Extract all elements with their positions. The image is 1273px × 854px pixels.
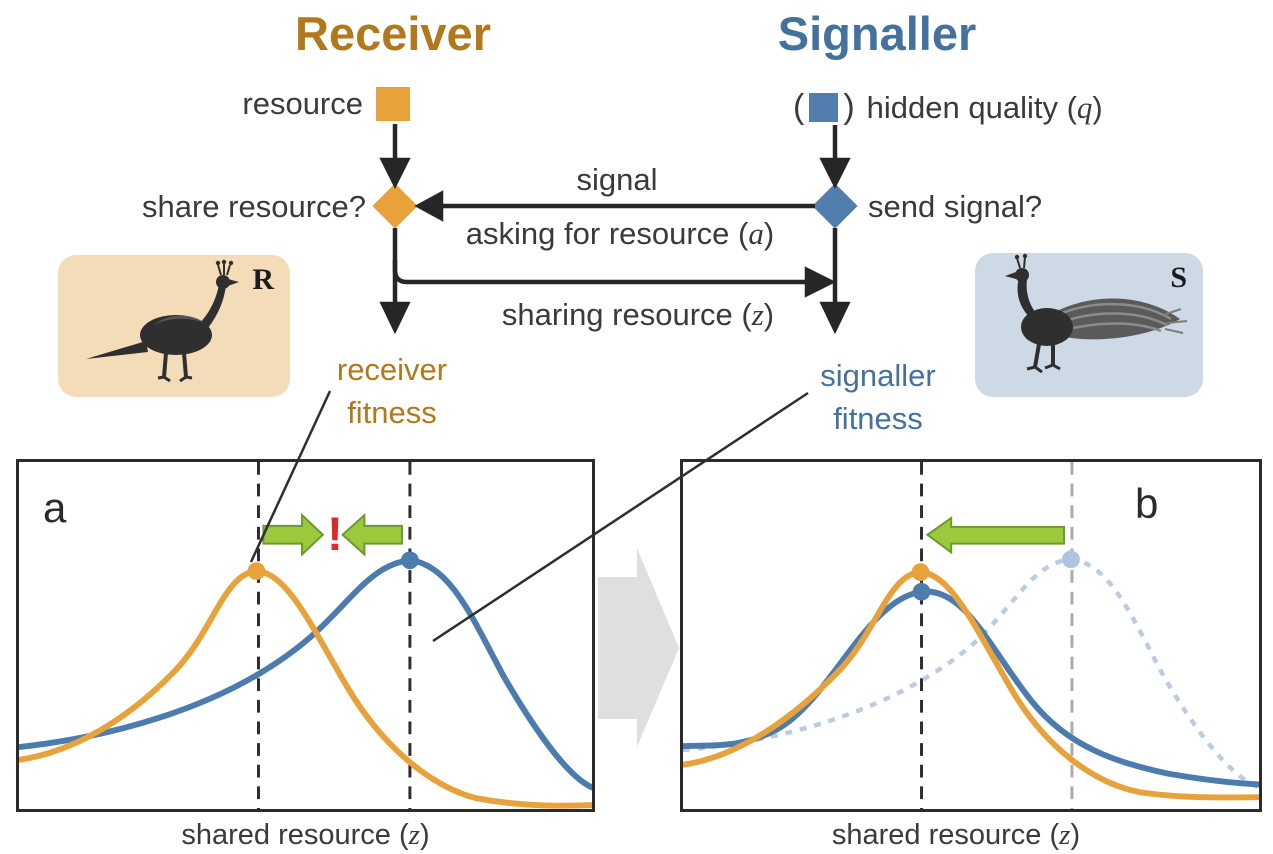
- hidden-quality-close: ): [1092, 89, 1103, 125]
- panel-b-xlabel-text: shared resource (: [831, 819, 1060, 851]
- signaller-heading: Signaller: [777, 7, 977, 60]
- signaller-decision-diamond: [812, 183, 858, 229]
- arrowhead-quality-to-decision-icon: [819, 157, 851, 190]
- panel-b-receiver-peak-dot: [911, 563, 930, 581]
- panel-transition-gray-arrow-icon: [598, 548, 679, 747]
- signaller-fitness-line2: fitness: [833, 401, 923, 436]
- hidden-quality-label: hidden quality (q): [867, 90, 1103, 126]
- receiver-photo-card: R: [58, 255, 290, 397]
- arrowhead-sharing-resource-icon: [804, 266, 837, 298]
- panel-a-plot: [19, 462, 592, 809]
- panel-a-signaller-peak-dot: [401, 551, 419, 570]
- panel-b-ghost-peak-dot: [1062, 550, 1080, 569]
- signaller-fitness-label: signaller fitness: [820, 354, 935, 440]
- resource-square-icon: [376, 87, 410, 121]
- asking-arrow-label: asking for resource (a): [466, 216, 774, 252]
- panel-a-receiver-peak-dot: [247, 562, 266, 580]
- sharing-close: ): [763, 297, 775, 332]
- panel-a-label: a: [43, 484, 67, 531]
- panel-b-xlabel-close: ): [1070, 819, 1081, 851]
- receiver-fitness-label: receiver fitness: [337, 348, 447, 434]
- conflict-exclamation-mark: !: [327, 507, 343, 560]
- panel-b-xlabel-var: z: [1059, 819, 1071, 851]
- panel-a-green-arrow-right-icon: [262, 512, 325, 557]
- hidden-quality-square-icon: [809, 93, 839, 122]
- signal-arrow-label: signal: [576, 162, 658, 197]
- arrowhead-receiver-fitness-icon: [379, 301, 411, 335]
- peacock-image: [1005, 253, 1188, 374]
- panel-b-plot: [683, 462, 1259, 809]
- panel-a-receiver-fitness-curve: [19, 568, 592, 809]
- signaller-fitness-line1: signaller: [820, 358, 936, 393]
- panel-b-receiver-fitness-curve: [683, 569, 1259, 801]
- peahen-image: [86, 259, 239, 383]
- panel-a-xlabel-text: shared resource (: [181, 819, 409, 851]
- arrowhead-resource-to-decision-icon: [379, 157, 411, 190]
- sharing-var: z: [751, 297, 764, 332]
- sharing-arrow-label: sharing resource (z): [502, 297, 774, 333]
- panel-b-green-arrow-left-icon: [925, 516, 1066, 555]
- hidden-quality-var: q: [1076, 89, 1093, 125]
- hidden-quality-text: hidden quality (: [866, 89, 1077, 125]
- receiver-heading: Receiver: [295, 7, 491, 60]
- asking-close: ): [763, 216, 775, 251]
- panel-b-xaxis-label: shared resource (z): [665, 819, 1247, 852]
- asking-var: a: [748, 216, 764, 251]
- signaller-tag: S: [1170, 261, 1187, 294]
- arrow-sharing-resource: [392, 260, 807, 285]
- arrowhead-signal-icon: [414, 190, 444, 222]
- signaller-photo-card: S: [975, 253, 1203, 397]
- receiver-fitness-line1: receiver: [336, 352, 448, 387]
- panel-a-signaller-fitness-curve: [19, 557, 592, 791]
- panel-b-label: b: [1135, 480, 1159, 527]
- paren-open: (: [793, 88, 805, 126]
- panel-a-xlabel-var: z: [408, 819, 420, 851]
- panel-b-signaller-peak-dot: [912, 582, 931, 601]
- asking-text: asking for resource (: [465, 216, 749, 251]
- panel-b: b: [680, 459, 1262, 812]
- arrowhead-signaller-fitness-icon: [819, 301, 851, 335]
- panel-a-green-arrow-left-icon: [341, 512, 403, 557]
- hidden-quality-row: ( ) hidden quality (q): [793, 88, 1103, 127]
- panel-a-xlabel-close: ): [419, 819, 430, 851]
- share-resource-question: share resource?: [141, 189, 366, 224]
- paren-close: ): [843, 88, 855, 126]
- panel-b-ghost-signaller-curve: [683, 557, 1259, 790]
- receiver-decision-diamond: [372, 183, 418, 229]
- send-signal-question: send signal?: [868, 189, 1043, 224]
- panel-a: a !: [16, 459, 595, 812]
- receiver-tag: R: [252, 263, 274, 296]
- sharing-text: sharing resource (: [501, 297, 752, 332]
- resource-row: resource: [0, 86, 410, 122]
- resource-label: resource: [242, 86, 363, 121]
- panel-a-xaxis-label: shared resource (z): [16, 819, 595, 852]
- receiver-fitness-line2: fitness: [347, 395, 437, 430]
